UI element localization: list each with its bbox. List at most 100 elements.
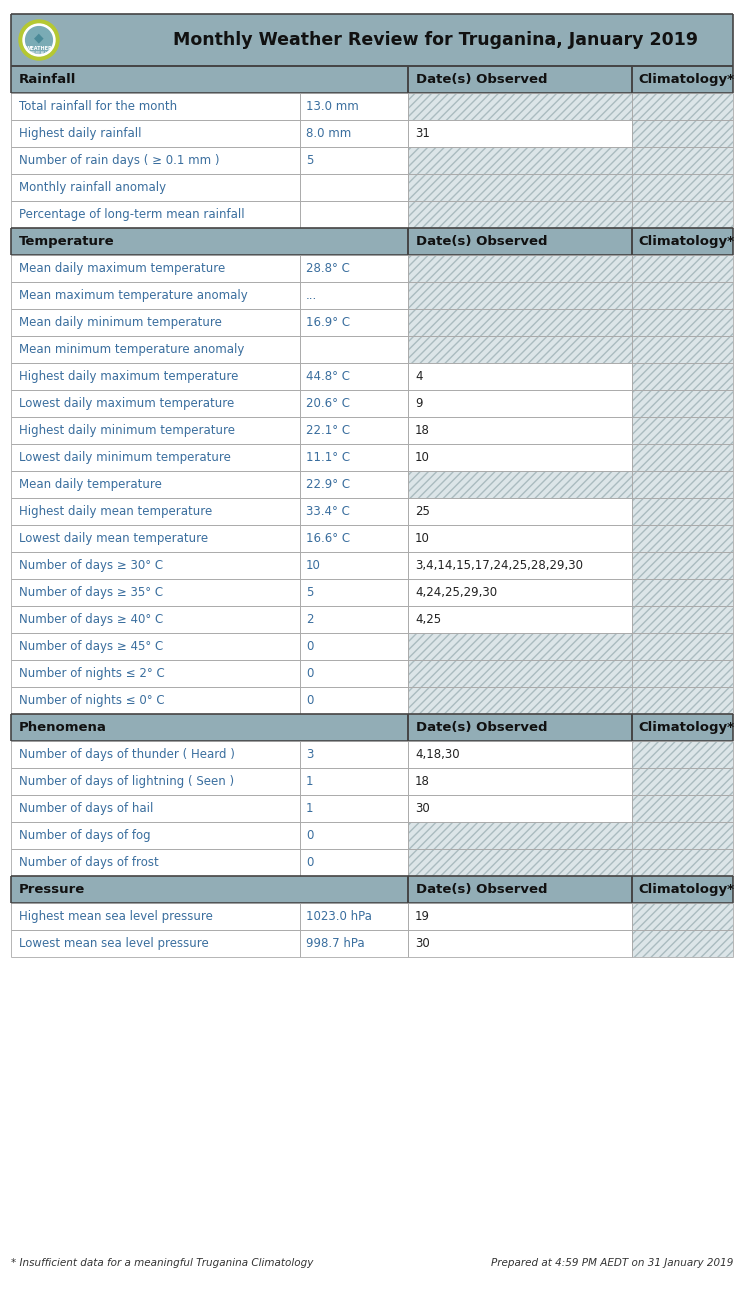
Bar [300, 471, 408, 498]
Text: 1: 1 [306, 775, 313, 788]
Bar [632, 903, 733, 929]
Bar [11, 444, 300, 471]
Bar [408, 336, 632, 363]
Bar [408, 606, 632, 633]
Bar [11, 822, 300, 849]
Bar [11, 282, 300, 309]
Text: 18: 18 [415, 775, 430, 788]
Bar [632, 66, 733, 93]
Bar [632, 659, 733, 687]
Text: 0: 0 [306, 829, 313, 842]
Bar [632, 633, 733, 659]
Bar [11, 201, 300, 228]
Bar [632, 876, 733, 903]
Bar [300, 389, 408, 417]
Bar [408, 174, 632, 201]
Bar [300, 687, 408, 714]
Text: Phenomena: Phenomena [19, 720, 107, 733]
Bar [300, 498, 408, 524]
Bar [300, 417, 408, 444]
Text: Number of nights ≤ 0° C: Number of nights ≤ 0° C [19, 694, 164, 707]
Text: 44.8° C: 44.8° C [306, 370, 350, 383]
Text: Date(s) Observed: Date(s) Observed [416, 235, 548, 248]
Bar [408, 714, 632, 741]
Text: Highest daily rainfall: Highest daily rainfall [19, 127, 141, 140]
Bar [11, 606, 300, 633]
Bar [11, 417, 300, 444]
Bar [408, 254, 632, 282]
Text: 16.6° C: 16.6° C [306, 532, 350, 545]
Bar [408, 389, 632, 417]
Text: 25: 25 [415, 505, 430, 518]
Text: Number of nights ≤ 2° C: Number of nights ≤ 2° C [19, 667, 164, 680]
Bar [632, 659, 733, 687]
Bar [632, 524, 733, 552]
Text: Percentage of long-term mean rainfall: Percentage of long-term mean rainfall [19, 208, 245, 221]
Text: 5: 5 [306, 154, 313, 167]
Text: BUREAU: BUREAU [31, 51, 47, 55]
Bar [632, 822, 733, 849]
Bar [300, 524, 408, 552]
Bar [11, 579, 300, 606]
Bar [408, 768, 632, 794]
Bar [408, 633, 632, 659]
Bar [300, 929, 408, 957]
Text: Number of days of fog: Number of days of fog [19, 829, 150, 842]
Bar [632, 903, 733, 929]
Text: 10: 10 [415, 532, 430, 545]
Bar [632, 768, 733, 794]
Bar [11, 903, 300, 929]
Bar [300, 633, 408, 659]
Text: Highest daily mean temperature: Highest daily mean temperature [19, 505, 212, 518]
Bar [632, 794, 733, 822]
Text: Climatology*: Climatology* [638, 720, 734, 733]
Text: 3,4,14,15,17,24,25,28,29,30: 3,4,14,15,17,24,25,28,29,30 [415, 559, 583, 572]
Bar [11, 741, 300, 768]
Text: ...: ... [306, 289, 317, 302]
Text: 8.0 mm: 8.0 mm [306, 127, 351, 140]
Bar [408, 471, 632, 498]
Bar [408, 822, 632, 849]
Text: 4,18,30: 4,18,30 [415, 748, 460, 761]
Bar [632, 524, 733, 552]
Bar [632, 309, 733, 336]
Text: 18: 18 [415, 424, 430, 437]
Bar [632, 282, 733, 309]
Bar [408, 254, 632, 282]
Text: 28.8° C: 28.8° C [306, 262, 350, 275]
Bar [632, 119, 733, 147]
Text: 19: 19 [415, 910, 430, 923]
Bar [632, 389, 733, 417]
Bar [408, 147, 632, 174]
Text: Temperature: Temperature [19, 235, 115, 248]
Bar [632, 254, 733, 282]
Text: Mean daily temperature: Mean daily temperature [19, 478, 162, 491]
Text: Date(s) Observed: Date(s) Observed [416, 883, 548, 896]
Text: 20.6° C: 20.6° C [306, 397, 350, 410]
Bar [300, 741, 408, 768]
Bar [408, 66, 632, 93]
Bar [632, 849, 733, 876]
Text: 22.1° C: 22.1° C [306, 424, 350, 437]
Text: 0: 0 [306, 667, 313, 680]
Bar [632, 849, 733, 876]
Bar [300, 336, 408, 363]
Bar [632, 579, 733, 606]
Bar [300, 606, 408, 633]
Bar [11, 633, 300, 659]
Bar [300, 93, 408, 119]
Bar [408, 119, 632, 147]
Text: Number of days ≥ 30° C: Number of days ≥ 30° C [19, 559, 163, 572]
Text: Mean daily minimum temperature: Mean daily minimum temperature [19, 315, 222, 328]
Bar [632, 336, 733, 363]
Bar [632, 552, 733, 579]
Bar [300, 282, 408, 309]
Bar [300, 794, 408, 822]
Bar [632, 93, 733, 119]
Bar [11, 659, 300, 687]
Text: Climatology*: Climatology* [638, 235, 734, 248]
Text: Highest daily minimum temperature: Highest daily minimum temperature [19, 424, 235, 437]
Bar [408, 903, 632, 929]
Bar [11, 309, 300, 336]
Text: 3: 3 [306, 748, 313, 761]
